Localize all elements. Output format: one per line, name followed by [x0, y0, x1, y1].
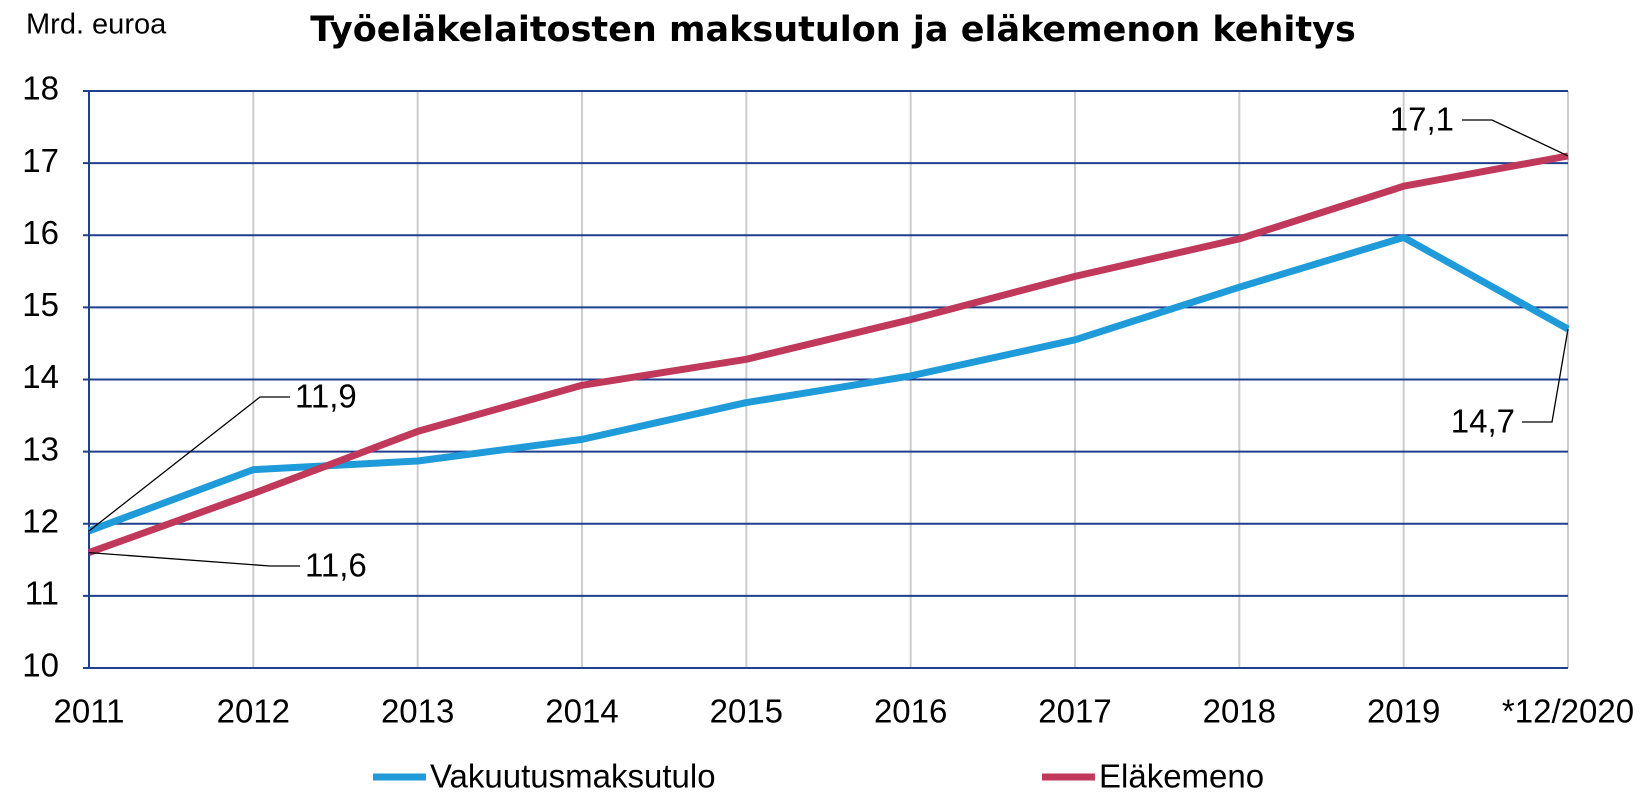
- data-label: 11,6: [305, 547, 367, 584]
- label-leader: [1522, 328, 1569, 423]
- label-leader: [88, 396, 290, 532]
- x-tick-label: 2015: [710, 693, 783, 730]
- y-tick-label: 11: [25, 575, 59, 612]
- data-label: 17,1: [1390, 101, 1454, 138]
- x-tick-label: 2011: [54, 693, 125, 730]
- y-tick-label: 15: [22, 286, 59, 323]
- x-tick-label: 2012: [217, 693, 290, 730]
- x-tick-label: *12/2020: [1502, 693, 1634, 730]
- y-tick-label: 16: [22, 214, 59, 251]
- y-tick-label: 12: [22, 502, 59, 539]
- y-axis-label: Mrd. euroa: [26, 9, 167, 41]
- y-tick-label: 13: [22, 430, 59, 467]
- label-leader: [1462, 119, 1569, 157]
- data-label: 11,9: [295, 378, 357, 415]
- series-line: [87, 152, 1569, 556]
- label-leader: [88, 551, 300, 567]
- x-tick-label: 2016: [874, 693, 947, 730]
- x-tick-label: 2017: [1038, 693, 1111, 730]
- y-tick-label: 14: [22, 358, 59, 395]
- y-tick-label: 17: [22, 142, 59, 179]
- x-tick-label: 2013: [381, 693, 454, 730]
- x-tick-label: 2019: [1367, 693, 1440, 730]
- y-tick-label: 18: [22, 70, 59, 107]
- data-label: 14,7: [1451, 403, 1515, 440]
- chart-title: Työeläkelaitosten maksutulon ja eläkemen…: [310, 10, 1356, 50]
- legend-label: Vakuutusmaksutulo: [430, 758, 716, 795]
- legend-label: Eläkemeno: [1099, 758, 1264, 795]
- x-tick-label: 2014: [545, 693, 618, 730]
- y-tick-label: 10: [22, 647, 59, 684]
- x-tick-label: 2018: [1203, 693, 1276, 730]
